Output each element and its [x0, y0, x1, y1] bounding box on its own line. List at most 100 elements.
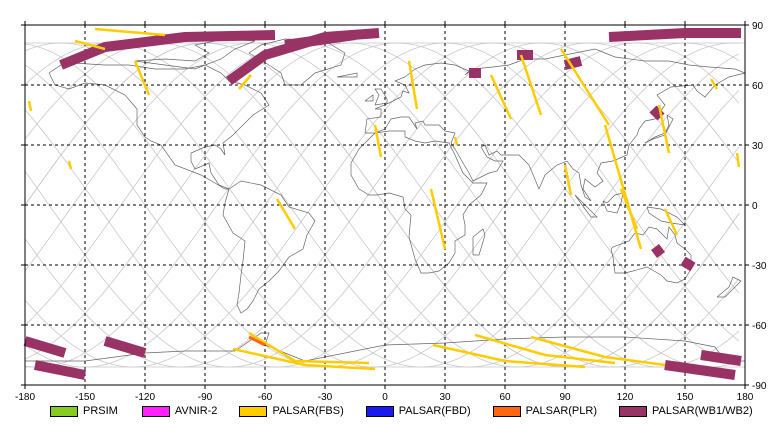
coastline — [336, 72, 358, 78]
swath-palsar-wb — [34, 360, 86, 380]
legend-label-prsim: PRSIM — [83, 405, 118, 417]
swath-palsar-plr — [248, 335, 266, 347]
coastline — [350, 130, 488, 274]
swath-palsar-fbs — [232, 347, 376, 371]
swath-palsar-wb — [284, 30, 356, 50]
tick-label-lon: 0 — [382, 392, 388, 403]
swath-palsar-fbs — [373, 124, 383, 158]
swath-palsar-wb — [103, 336, 147, 358]
tick-label-lon: 150 — [677, 392, 694, 403]
swath-palsar-fbs — [619, 188, 639, 230]
legend-swatch-plr — [492, 405, 521, 417]
legend-swatch-avnir2 — [141, 405, 170, 417]
observation-swaths — [23, 27, 742, 380]
legend-label-wb: PALSAR(WB1/WB2) — [652, 405, 753, 417]
swath-palsar-wb — [651, 244, 665, 258]
swath-palsar-fbs — [735, 152, 741, 168]
tick-label-lat: 90 — [752, 21, 764, 32]
tick-label-lat: 30 — [752, 141, 764, 152]
legend-item-prsim: PRSIM — [50, 405, 118, 417]
swath-palsar-fbs — [27, 100, 33, 112]
tick-label-lon: -60 — [258, 392, 273, 403]
legend-label-fbs: PALSAR(FBS) — [272, 405, 344, 417]
coastline — [364, 48, 747, 202]
swath-palsar-fbs — [709, 78, 719, 90]
swath-palsar-fbs — [238, 74, 252, 90]
coastline — [374, 88, 388, 106]
swath-palsar-fbs — [275, 198, 297, 230]
orbit-track — [24, 42, 740, 368]
orbit-track — [24, 42, 740, 368]
orbit-track — [24, 42, 740, 368]
tick-label-lon: -90 — [198, 392, 213, 403]
swath-palsar-fbs — [407, 60, 419, 110]
coastline — [472, 228, 486, 256]
coastline — [716, 276, 742, 298]
swath-palsar-fbs — [74, 39, 106, 51]
swath-palsar-wb — [608, 28, 741, 42]
swath-palsar-wb — [680, 256, 696, 272]
coastline — [602, 192, 624, 214]
orbit-track — [24, 42, 740, 368]
swath-palsar-fbs — [94, 27, 166, 37]
swath-palsar-fbs — [429, 188, 447, 250]
tick-label-lat: 0 — [752, 201, 758, 212]
coastline — [644, 114, 674, 144]
axis-ticks: -180 -150 -120 -90 -60 -30 0 30 60 90 120 150 180 90 6… — [15, 21, 767, 403]
legend-label-avnir2: AVNIR-2 — [174, 405, 218, 417]
legend-item-avnir2: AVNIR-2 — [141, 405, 218, 417]
swath-palsar-wb — [649, 105, 665, 121]
swath-palsar-fbs — [519, 54, 543, 116]
legend-swatch-wb — [619, 405, 647, 417]
legend: PRSIM AVNIR-2 PALSAR(FBS) PALSAR(FBD) PA… — [0, 402, 770, 420]
swath-palsar-fbs — [663, 208, 679, 236]
legend-swatch-prsim — [50, 405, 78, 417]
swath-palsar-wb — [700, 350, 742, 366]
orbit-track — [24, 42, 740, 368]
coastlines — [25, 38, 747, 362]
coastline — [222, 180, 316, 314]
tick-label-lon: 180 — [737, 392, 754, 403]
coastline — [364, 94, 374, 102]
tick-label-lat: -60 — [752, 321, 767, 332]
swath-palsar-fbs — [133, 60, 151, 96]
coastline — [646, 206, 686, 226]
coastline — [610, 226, 692, 284]
tick-label-lon: -180 — [15, 392, 35, 403]
tick-label-lon: 120 — [617, 392, 634, 403]
tick-label-lat: -90 — [752, 381, 767, 392]
swath-palsar-wb — [23, 336, 67, 358]
legend-item-wb: PALSAR(WB1/WB2) — [619, 405, 753, 417]
swath-palsar-fbs — [489, 74, 513, 120]
legend-item-plr: PALSAR(PLR) — [492, 405, 597, 417]
legend-item-fbs: PALSAR(FBS) — [239, 405, 344, 417]
legend-swatch-fbd — [365, 405, 394, 417]
coastline — [25, 332, 745, 362]
swath-palsar-fbs — [657, 104, 671, 154]
swath-palsar-fbs — [432, 343, 586, 369]
legend-label-plr: PALSAR(PLR) — [525, 405, 597, 417]
swath-palsar-wb — [664, 360, 736, 380]
swath-palsar-fbs — [530, 335, 666, 367]
swath-palsar-wb — [59, 30, 276, 70]
legend-item-fbd: PALSAR(FBD) — [365, 405, 471, 417]
swath-palsar-fbs — [474, 333, 616, 365]
tick-label-lon: 30 — [439, 392, 451, 403]
orbit-track — [24, 42, 740, 368]
tick-label-lon: -120 — [135, 392, 155, 403]
swath-palsar-wb — [563, 56, 583, 70]
tick-label-lon: 60 — [499, 392, 511, 403]
tick-label-lon: -30 — [318, 392, 333, 403]
swath-palsar-fbs — [248, 331, 370, 365]
tick-label-lat: -30 — [752, 261, 767, 272]
swath-palsar-fbs — [563, 164, 573, 196]
swath-palsar-fbs — [453, 136, 459, 146]
swath-palsar-fbs — [603, 124, 643, 250]
tick-label-lon: 90 — [559, 392, 571, 403]
swath-palsar-fbs — [67, 160, 73, 170]
tick-label-lat: 60 — [752, 81, 764, 92]
legend-label-fbd: PALSAR(FBD) — [398, 405, 471, 417]
legend-swatch-fbs — [239, 405, 268, 417]
tick-label-lon: -150 — [75, 392, 95, 403]
